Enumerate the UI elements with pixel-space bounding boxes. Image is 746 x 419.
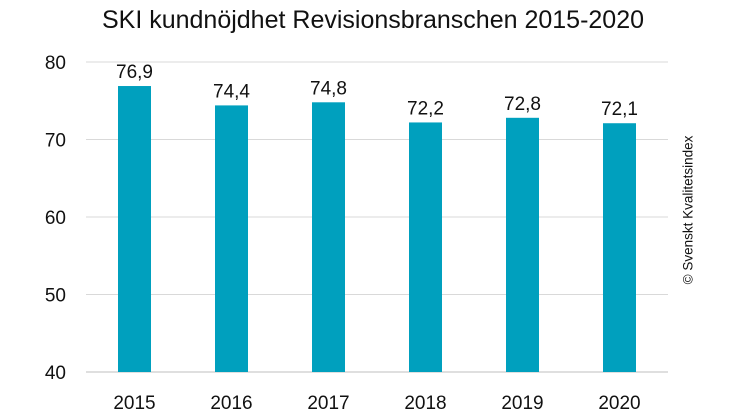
- value-labels-group: 76,9 74,4 74,8 72,2 72,8 72,1: [116, 62, 638, 120]
- data-label: 74,4: [213, 81, 250, 102]
- y-tick-label: 70: [45, 131, 66, 152]
- bar: [215, 105, 248, 373]
- x-tick-label: 2019: [501, 393, 543, 414]
- data-label: 76,9: [116, 62, 153, 83]
- bars-group: [118, 86, 636, 373]
- x-tick-label: 2016: [210, 393, 252, 414]
- data-label: 72,2: [407, 98, 444, 119]
- bar: [118, 86, 151, 373]
- y-tick-label: 50: [45, 286, 66, 307]
- data-label: 72,8: [504, 94, 541, 115]
- y-tick-label: 60: [45, 208, 66, 229]
- bar: [409, 122, 442, 372]
- x-tick-label: 2020: [598, 393, 640, 414]
- bar: [506, 117, 539, 372]
- x-tick-label: 2018: [404, 393, 446, 414]
- data-label: 74,8: [310, 78, 347, 99]
- data-label: 72,1: [601, 99, 638, 120]
- y-tick-label: 80: [45, 53, 66, 74]
- gridlines: [86, 61, 668, 373]
- x-tick-label: 2015: [113, 393, 155, 414]
- x-tick-label: 2017: [307, 393, 349, 414]
- bar: [603, 123, 636, 372]
- y-axis-ticks: 40 50 60 70 80: [45, 53, 66, 384]
- y-tick-label: 40: [45, 363, 66, 384]
- copyright-note: © Svenskt Kvalitetsindex: [680, 135, 696, 285]
- chart-title: SKI kundnöjdhet Revisionsbranschen 2015-…: [101, 6, 645, 34]
- x-axis-ticks: 2015 2016 2017 2018 2019 2020: [113, 393, 640, 414]
- bar: [312, 102, 345, 373]
